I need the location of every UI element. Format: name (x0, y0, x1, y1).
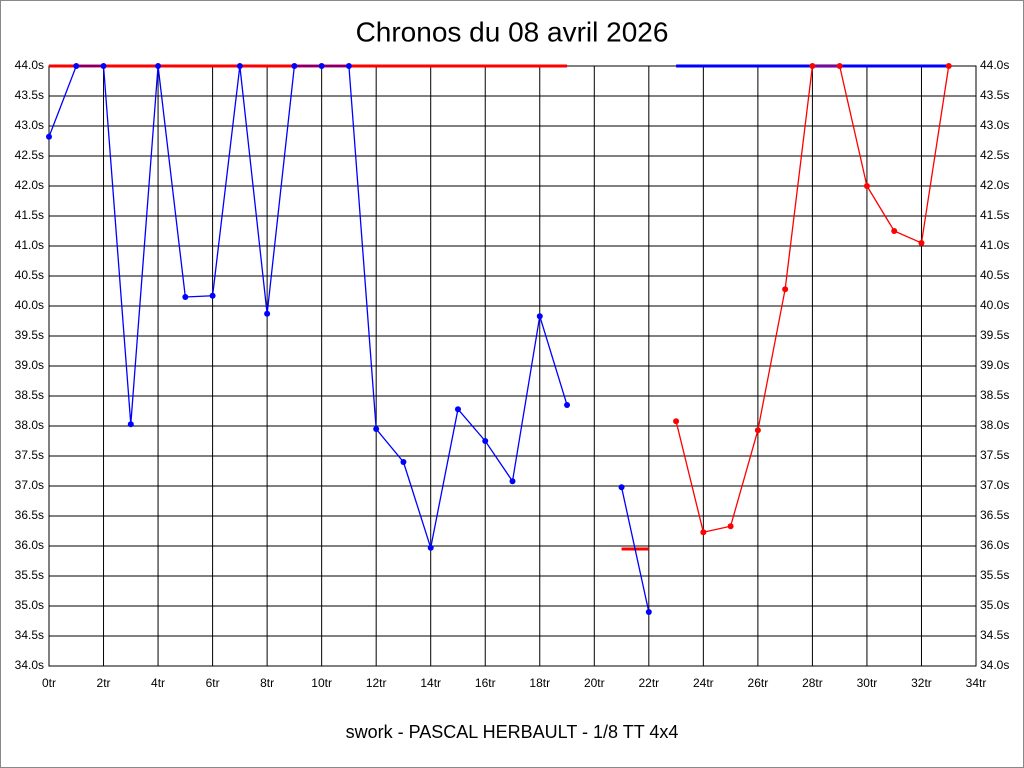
data-point (945, 63, 952, 69)
y2-tick-label: 34.0s (980, 658, 1009, 672)
y-tick-label: 41.0s (15, 238, 44, 252)
data-point (509, 478, 516, 485)
y-tick-label: 35.5s (15, 568, 44, 582)
data-point (400, 459, 407, 465)
x-tick-label: 28tr (802, 676, 823, 690)
y-tick-label: 44.0s (15, 58, 44, 72)
x-tick-label: 30tr (857, 676, 878, 690)
x-tick-label: 32tr (911, 676, 932, 690)
y-tick-label: 37.5s (15, 448, 44, 462)
x-tick-label: 16tr (475, 676, 496, 690)
y-tick-label: 40.5s (15, 268, 44, 282)
x-tick-label: 14tr (420, 676, 441, 690)
y-tick-label: 42.5s (15, 148, 44, 162)
data-point (536, 313, 543, 320)
x-tick-label: 22tr (638, 676, 659, 690)
data-point (863, 183, 870, 189)
y-tick-label: 43.5s (15, 88, 44, 102)
data-point (727, 523, 734, 530)
x-tick-label: 0tr (42, 676, 56, 690)
y-tick-label: 42.0s (15, 178, 44, 192)
x-tick-label: 20tr (584, 676, 605, 690)
data-point (291, 63, 298, 69)
data-point (809, 63, 816, 69)
data-point (182, 294, 189, 300)
y2-tick-label: 41.0s (980, 238, 1009, 252)
y2-tick-label: 38.5s (980, 388, 1009, 402)
y-tick-label: 36.5s (15, 508, 44, 522)
y-tick-label: 43.0s (15, 118, 44, 132)
data-point (264, 310, 271, 317)
y2-tick-label: 41.5s (980, 208, 1009, 222)
x-tick-label: 4tr (151, 676, 165, 690)
y2-tick-label: 44.0s (980, 58, 1009, 72)
data-point (318, 63, 325, 69)
data-point (46, 133, 52, 140)
data-point (700, 529, 707, 536)
y2-tick-label: 43.0s (980, 118, 1009, 132)
y2-tick-label: 34.5s (980, 628, 1009, 642)
y-tick-label: 35.0s (15, 598, 44, 612)
data-point (673, 418, 680, 425)
y-tick-label: 38.5s (15, 388, 44, 402)
data-point (373, 426, 380, 432)
series-line (48, 65, 650, 613)
y2-tick-label: 36.0s (980, 538, 1009, 552)
y2-tick-label: 37.0s (980, 478, 1009, 492)
x-tick-label: 26tr (748, 676, 769, 690)
data-point (209, 292, 216, 299)
y2-tick-label: 42.0s (980, 178, 1009, 192)
x-tick-label: 8tr (260, 676, 274, 690)
data-point (645, 609, 652, 615)
y2-tick-label: 36.5s (980, 508, 1009, 522)
y-tick-label: 39.0s (15, 358, 44, 372)
y2-tick-label: 40.5s (980, 268, 1009, 282)
x-tick-label: 2tr (97, 676, 111, 690)
data-point (836, 63, 843, 69)
y2-tick-label: 40.0s (980, 298, 1009, 312)
y2-tick-label: 35.0s (980, 598, 1009, 612)
y-tick-label: 39.5s (15, 328, 44, 342)
data-point (236, 63, 243, 69)
y-tick-label: 34.0s (15, 658, 44, 672)
data-point (127, 421, 134, 428)
chart-title: Chronos du 08 avril 2026 (356, 16, 669, 47)
data-point (891, 228, 898, 234)
x-tick-label: 6tr (206, 676, 220, 690)
x-tick-label: 10tr (311, 676, 332, 690)
data-point (345, 63, 352, 69)
y-tick-label: 36.0s (15, 538, 44, 552)
y-tick-label: 41.5s (15, 208, 44, 222)
y2-tick-label: 43.5s (980, 88, 1009, 102)
data-point (100, 63, 107, 69)
x-tick-label: 18tr (529, 676, 550, 690)
data-point (427, 544, 434, 551)
x-tick-label: 34tr (966, 676, 987, 690)
data-point (618, 484, 625, 491)
x-axis-label: swork - PASCAL HERBAULT - 1/8 TT 4x4 (346, 722, 679, 742)
y2-tick-label: 39.5s (980, 328, 1009, 342)
y-tick-label: 37.0s (15, 478, 44, 492)
data-point (73, 63, 80, 69)
data-point (482, 438, 489, 444)
data-point (454, 406, 461, 413)
data-point (155, 63, 162, 69)
data-point (918, 240, 925, 246)
data-point (754, 427, 761, 434)
data-point (564, 402, 571, 408)
x-tick-label: 12tr (366, 676, 387, 690)
y-tick-label: 38.0s (15, 418, 44, 432)
y2-tick-label: 39.0s (980, 358, 1009, 372)
x-tick-label: 24tr (693, 676, 714, 690)
y2-tick-label: 42.5s (980, 148, 1009, 162)
y-tick-label: 40.0s (15, 298, 44, 312)
y2-tick-label: 38.0s (980, 418, 1009, 432)
data-point (782, 286, 789, 293)
y2-tick-label: 35.5s (980, 568, 1009, 582)
y2-tick-label: 37.5s (980, 448, 1009, 462)
y-tick-label: 34.5s (15, 628, 44, 642)
